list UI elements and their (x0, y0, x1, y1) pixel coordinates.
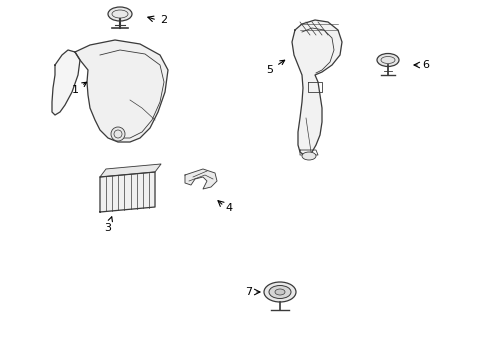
Ellipse shape (264, 282, 295, 302)
Polygon shape (75, 40, 168, 142)
Ellipse shape (274, 289, 285, 295)
Text: 2: 2 (160, 15, 167, 25)
Text: 7: 7 (244, 287, 251, 297)
Ellipse shape (302, 152, 315, 160)
Polygon shape (52, 50, 80, 115)
Ellipse shape (268, 285, 290, 298)
Polygon shape (100, 172, 155, 212)
Ellipse shape (376, 54, 398, 67)
Text: 6: 6 (421, 60, 428, 70)
Text: 4: 4 (224, 203, 232, 213)
Polygon shape (100, 164, 161, 177)
Text: 5: 5 (266, 60, 284, 75)
Ellipse shape (108, 7, 132, 21)
Polygon shape (291, 20, 341, 155)
Text: 3: 3 (104, 217, 112, 233)
Circle shape (111, 127, 125, 141)
Text: 1: 1 (71, 82, 86, 95)
Polygon shape (184, 169, 217, 189)
